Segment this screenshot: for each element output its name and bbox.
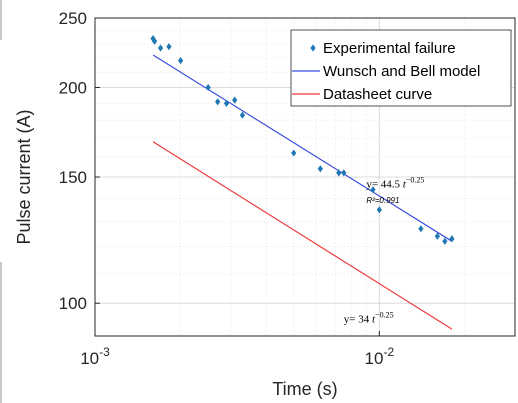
experimental-failure-point — [157, 44, 164, 52]
x-tick-labels: 10-3 10-2 — [80, 331, 394, 368]
legend-label: Datasheet curve — [323, 86, 432, 103]
x-tick-label: 10-3 — [80, 345, 110, 368]
x-tick-label: 10-2 — [365, 345, 395, 368]
experimental-failure-point — [341, 169, 347, 177]
x-axis-label: Time (s) — [272, 379, 337, 399]
experimental-failure-point — [223, 99, 230, 108]
y-tick-label: 100 — [59, 294, 87, 313]
datasheet-curve-line — [152, 141, 453, 330]
experimental-failure-point — [434, 232, 440, 240]
datasheet-equation-annotation: y= 34 t−0.25 — [344, 310, 394, 325]
y-tick-label: 200 — [59, 78, 87, 97]
experimental-failure-point — [166, 43, 172, 51]
legend-label: Experimental failure — [323, 40, 456, 57]
experimental-failure-point — [376, 206, 382, 214]
r-squared-annotation: R²=0.991 — [366, 196, 399, 205]
legend-marker-point — [310, 44, 316, 52]
experimental-failure-point — [239, 111, 246, 119]
experimental-failure-point — [205, 83, 211, 92]
experimental-failure-point — [151, 37, 158, 45]
experimental-failure-point — [232, 96, 238, 104]
experimental-failure-point — [449, 235, 455, 243]
experimental-failure-point — [336, 169, 342, 177]
experimental-failure-point — [370, 186, 376, 194]
annotations: y= 44.5 t−0.25 R²=0.991 y= 34 t−0.25 — [344, 176, 425, 326]
y-axis-label: Pulse current (A) — [14, 109, 34, 244]
model-equation-annotation: y= 44.5 t−0.25 — [366, 176, 424, 191]
y-tick-labels: 100 150 200 250 — [59, 9, 100, 313]
legend-box — [290, 29, 512, 107]
experimental-failure-point — [215, 98, 221, 106]
experimental-failure-point — [442, 237, 448, 245]
experimental-failure-point — [291, 149, 297, 157]
series-layer — [150, 34, 455, 330]
y-tick-label: 150 — [59, 168, 87, 187]
wunsch-bell-model-line — [152, 54, 453, 242]
left-edge-mark-top — [0, 0, 2, 40]
legend-label: Wunsch and Bell model — [323, 63, 480, 80]
experimental-failure-point — [177, 57, 184, 65]
experimental-failure-point — [418, 225, 424, 233]
experimental-failure-point — [317, 165, 323, 173]
legend: Experimental failure Wunsch and Bell mode… — [290, 29, 512, 107]
experimental-failure-point — [150, 34, 156, 43]
left-edge-mark-bottom — [0, 262, 2, 403]
y-tick-label: 250 — [59, 9, 87, 28]
